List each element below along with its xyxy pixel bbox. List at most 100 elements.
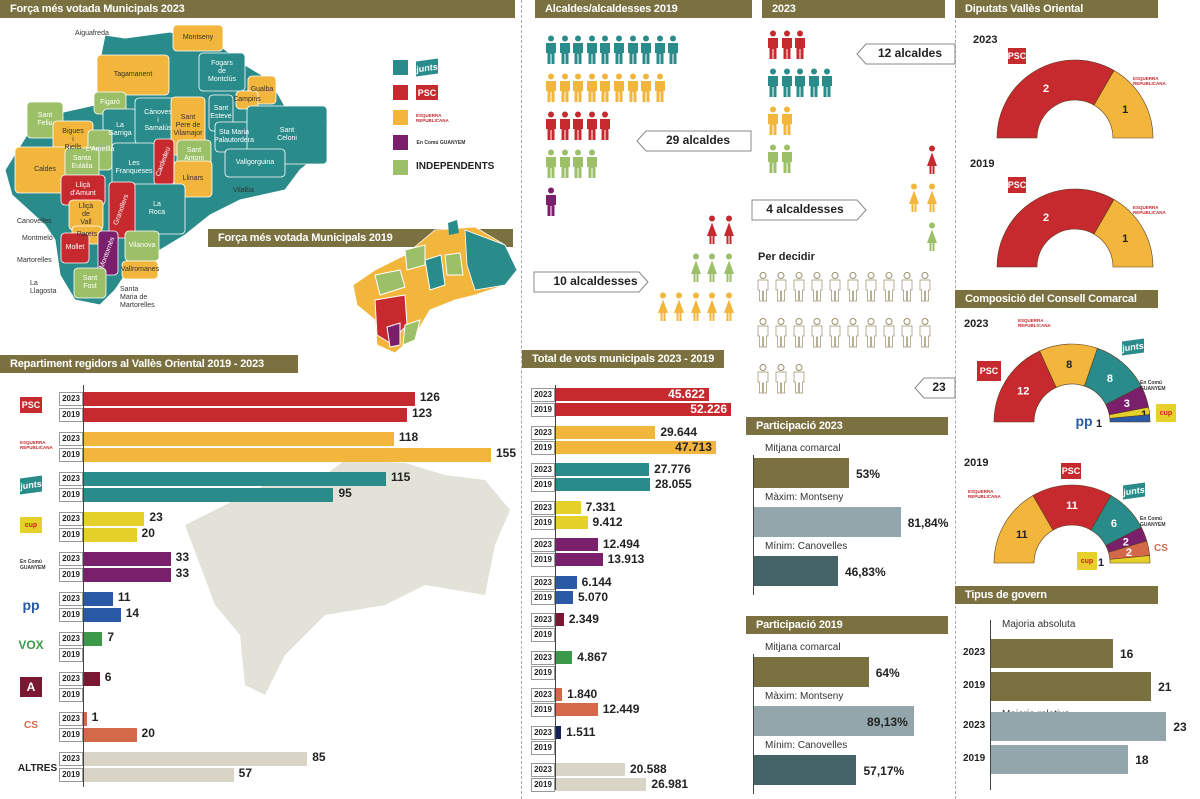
column-divider [955,0,956,799]
head [629,35,636,42]
leg [663,313,665,321]
head [929,222,935,229]
regidors-value: 14 [125,606,140,620]
year-label: 2019 [531,703,555,717]
dress [674,299,684,313]
council-2019-year: 2019 [964,457,989,469]
altres-label: ALTRES [17,762,58,774]
municipality-outside-label: Aiguafreda [75,30,109,37]
axis-line [555,385,556,790]
female-mayor-icon [927,183,937,212]
undecided-person-icon [775,272,787,302]
psc-logo: PSC [1061,463,1081,479]
cup-logo: cup [1156,404,1176,422]
dress [927,152,937,166]
regidors-bar-psc-2023 [84,392,415,406]
body [775,371,787,394]
female-mayor-icon [707,292,717,321]
regidors-bar-cs-2023 [84,712,87,726]
body [865,279,877,302]
regidors-value: 11 [117,590,131,604]
dress [927,190,937,204]
body [883,325,895,348]
participation-value: 53% [856,467,881,481]
body [919,279,931,302]
undecided-person-icon [757,272,769,302]
callout-4-alcaldesses: 4 alcaldesses [766,202,844,216]
regidors-value: 85 [312,750,326,764]
municipality-label: Sant Fost [82,275,98,290]
undecided-person-icon [829,318,841,348]
undecided-person-icon [883,272,895,302]
year-label: 2023 [59,712,83,726]
participation-bar [754,458,849,488]
legend-swatch [393,110,408,125]
regidors-value: 6 [104,670,112,684]
municipality-label: Cànoves i Samalús [144,109,172,132]
callout-29-alcaldes: 29 alcaldes [665,133,731,147]
body [641,81,652,102]
cup-logo: cup [1077,552,1097,570]
leg [709,313,712,321]
head [929,183,935,190]
leg [729,236,731,244]
year-label: 2019 [531,665,555,680]
body [654,43,665,64]
undecided-person-icon [793,364,805,394]
female-mayor-icon [723,253,734,282]
head [575,35,582,42]
year-label: 2019 [963,753,986,764]
participation-bar [754,657,869,687]
regidors-bar-pp-2023 [84,592,113,606]
male-mayor-icon [559,35,570,64]
participation-bar [754,755,857,785]
leg [712,274,715,282]
leg [929,166,932,174]
regidors-value: 1 [91,710,99,724]
head [903,318,911,325]
psc-logo: PSC [416,85,438,100]
callout-10-alcaldesses: 10 alcaldesses [553,274,638,288]
government-type-bar [991,712,1167,741]
slice-value: 6 [1111,518,1117,530]
male-mayor-icon [600,73,611,102]
undecided-person-icon [793,318,805,348]
head [867,318,875,325]
head [548,149,554,156]
slice-value: 2 [1043,212,1049,224]
head [692,292,699,299]
year-label: 2019 [59,608,83,622]
head [575,111,582,118]
body [865,325,877,348]
votes-bar-vox-2023 [556,650,573,664]
male-mayor-icon [768,30,778,59]
government-type-label: Majoria absoluta [1002,619,1076,630]
male-mayor-icon [586,73,597,102]
votes-bar-cs-2019 [556,703,598,716]
body [793,325,805,348]
body [559,81,570,102]
slice-erc [1093,70,1154,139]
head [548,111,554,118]
head [770,30,776,37]
body [822,76,832,97]
regidors-value: 23 [149,510,163,524]
region-silhouette [185,460,510,695]
municipality-label: La Roca [148,201,166,216]
dress [723,260,734,274]
year-label: 2023 [59,552,83,566]
year-label: 2019 [59,648,83,662]
votes-value: 27.776 [654,462,691,476]
head [831,272,839,279]
body [586,157,597,178]
participation-value: 89,13% [867,715,908,729]
leg [712,313,715,321]
undecided-person-icon [775,364,787,394]
year-label: 2023 [531,613,555,627]
municipality-27 [60,232,90,264]
head [770,144,776,151]
municipality-label: Bigues i Riells [62,128,84,151]
leg [693,274,695,282]
male-mayor-icon [808,68,819,97]
male-mayor-icon [546,187,556,216]
